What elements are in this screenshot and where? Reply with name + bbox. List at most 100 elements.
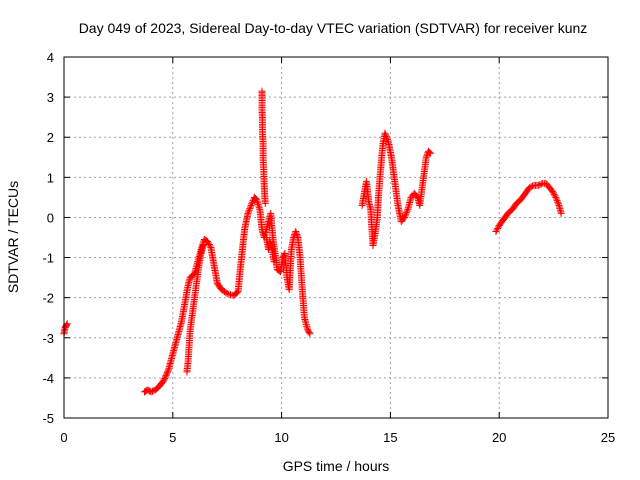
y-tick-label: -4 xyxy=(42,371,54,386)
data-point xyxy=(267,240,275,248)
x-tick-label: 20 xyxy=(492,430,506,445)
chart-title: Day 049 of 2023, Sidereal Day-to-day VTE… xyxy=(79,20,588,36)
data-point xyxy=(537,180,545,188)
data-point xyxy=(205,241,213,249)
data-point xyxy=(306,330,314,338)
data-point xyxy=(384,136,392,144)
data-point xyxy=(248,198,256,206)
data-point xyxy=(552,193,560,201)
data-point xyxy=(534,181,542,189)
x-axis-label: GPS time / hours xyxy=(283,458,390,474)
data-point xyxy=(247,201,255,209)
x-tick-label: 0 xyxy=(60,430,67,445)
data-point xyxy=(246,203,254,211)
data-point xyxy=(550,190,558,198)
data-point xyxy=(526,183,534,191)
y-tick-label: 2 xyxy=(47,130,54,145)
data-point xyxy=(163,369,171,377)
data-point xyxy=(161,374,169,382)
data-point xyxy=(382,132,390,140)
data-point xyxy=(244,209,252,217)
data-point xyxy=(275,267,283,275)
y-tick-label: 1 xyxy=(47,170,54,185)
data-point xyxy=(293,232,301,240)
data-point xyxy=(162,372,170,380)
axis-ticks xyxy=(63,56,609,419)
plot-frame xyxy=(63,56,609,419)
data-point xyxy=(255,202,263,210)
data-point xyxy=(553,197,561,205)
data-point xyxy=(552,195,560,203)
data-point xyxy=(427,149,435,157)
data-point xyxy=(164,367,172,375)
data-point xyxy=(549,187,557,195)
y-tick-label: 4 xyxy=(47,50,54,65)
data-point xyxy=(204,238,212,246)
data-point xyxy=(199,242,207,250)
data-point xyxy=(292,227,300,235)
data-point xyxy=(494,224,502,232)
data-point xyxy=(422,153,430,161)
y-axis-label: SDTVAR / TECUs xyxy=(5,181,21,293)
data-point xyxy=(493,226,501,234)
x-tick-label: 15 xyxy=(383,430,397,445)
data-point xyxy=(549,189,557,197)
data-point xyxy=(402,210,410,218)
data-point xyxy=(63,320,71,328)
data-point xyxy=(222,289,230,297)
data-point xyxy=(261,199,269,207)
data-point xyxy=(246,205,254,213)
data-point xyxy=(223,290,231,298)
x-tick-label: 5 xyxy=(169,430,176,445)
data-point xyxy=(270,258,278,266)
y-tick-label: -1 xyxy=(42,251,54,266)
data-points xyxy=(60,87,565,396)
data-point xyxy=(383,134,391,142)
tick-labels: 0 5 10 15 20 25 -5 -4 -3 -2 -1 0 1 2 3 4 xyxy=(42,50,615,445)
data-point xyxy=(423,152,431,160)
data-point xyxy=(551,192,559,200)
data-point xyxy=(161,373,169,381)
data-point xyxy=(148,387,156,395)
data-point xyxy=(426,148,434,156)
y-tick-label: -5 xyxy=(42,411,54,426)
x-tick-label: 10 xyxy=(274,430,288,445)
data-point xyxy=(557,209,565,217)
data-point xyxy=(305,328,313,336)
data-point xyxy=(403,209,411,217)
y-tick-label: 0 xyxy=(47,210,54,225)
data-point xyxy=(382,131,390,139)
data-point xyxy=(248,200,256,208)
data-point xyxy=(527,183,535,191)
data-point xyxy=(529,182,537,190)
x-tick-label: 25 xyxy=(601,430,615,445)
data-point xyxy=(245,208,253,216)
data-point xyxy=(204,239,212,247)
y-tick-label: -3 xyxy=(42,331,54,346)
data-point xyxy=(253,197,261,205)
data-point xyxy=(554,198,562,206)
data-point xyxy=(255,204,263,212)
y-tick-label: -2 xyxy=(42,291,54,306)
data-point xyxy=(225,290,233,298)
data-point xyxy=(253,195,261,203)
data-point xyxy=(554,200,562,208)
data-point xyxy=(401,213,409,221)
data-point xyxy=(254,200,262,208)
data-point xyxy=(160,376,168,384)
y-tick-label: 3 xyxy=(47,90,54,105)
data-point xyxy=(293,230,301,238)
data-point xyxy=(254,199,262,207)
data-point xyxy=(536,181,544,189)
data-point xyxy=(206,242,214,250)
data-point xyxy=(492,227,500,235)
data-point xyxy=(403,207,411,215)
data-point xyxy=(401,212,409,220)
data-point xyxy=(245,206,253,214)
data-point xyxy=(147,388,155,396)
data-point xyxy=(292,229,300,237)
grid-lines xyxy=(64,57,608,418)
data-point xyxy=(381,129,389,137)
data-point xyxy=(399,215,407,223)
